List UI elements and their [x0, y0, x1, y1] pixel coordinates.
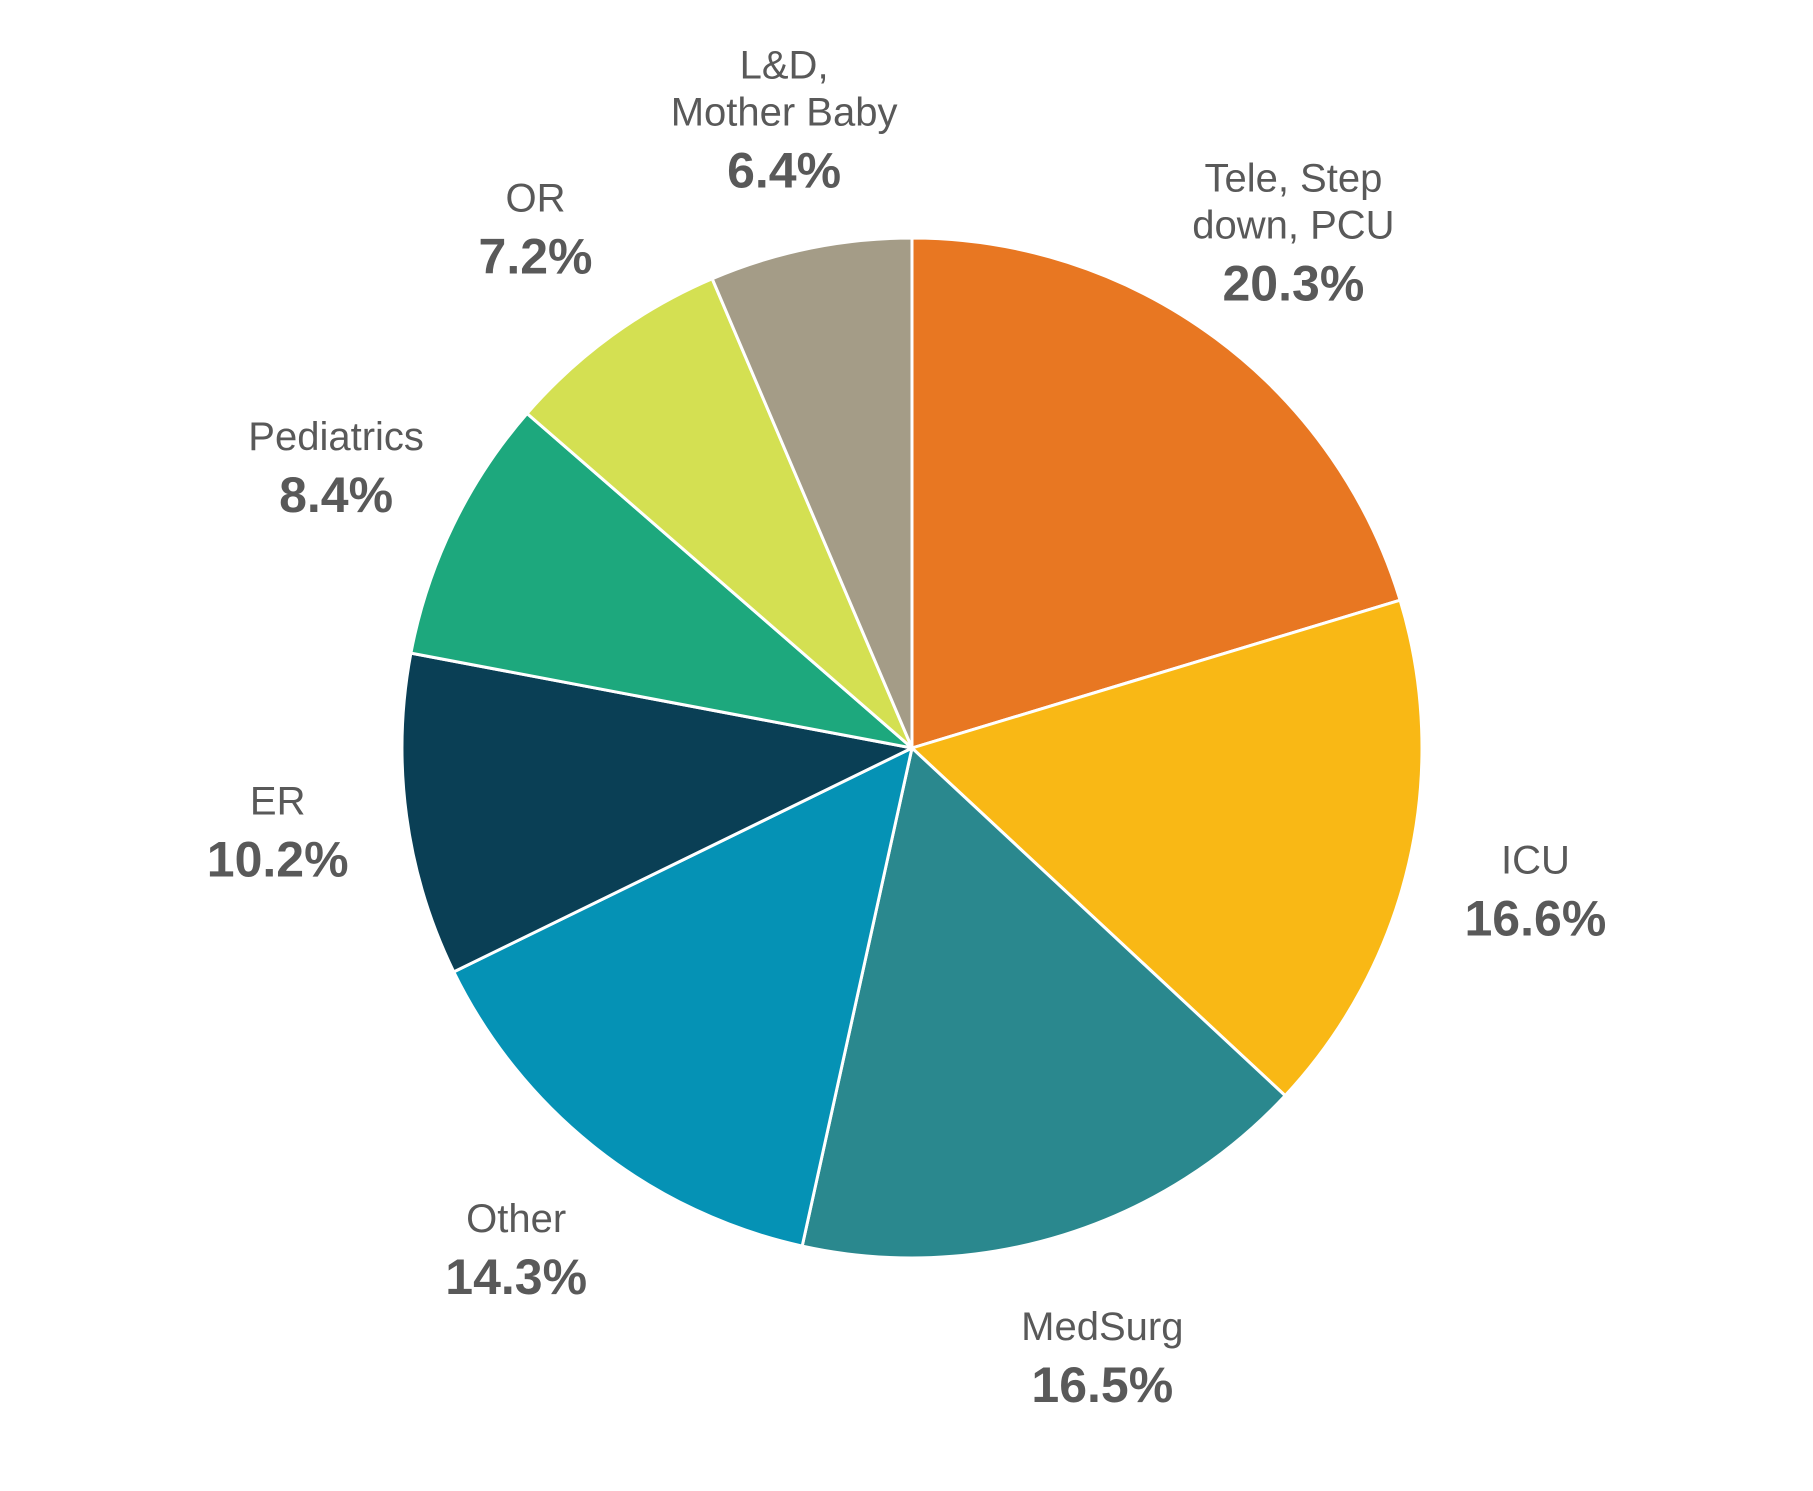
slice-label: L&D,Mother Baby 6.4% [671, 43, 898, 198]
slice-label: Pediatrics 8.4% [248, 415, 424, 523]
slice-category-label: ICU [1501, 839, 1570, 883]
slice-category-label: Tele, Step [1204, 157, 1382, 201]
slice-value-label: 14.3% [445, 1249, 587, 1305]
slice-label: MedSurg 16.5% [1021, 1305, 1183, 1413]
slice-value-label: 6.4% [727, 142, 841, 198]
pie-slice [409, 411, 914, 750]
slice-category-label: down, PCU [1192, 204, 1394, 248]
slice-category-label: L&D, [740, 43, 829, 87]
slice-value-label: 10.2% [207, 831, 349, 887]
slice-label: OR 7.2% [479, 177, 593, 285]
slice-category-label: Mother Baby [671, 90, 898, 134]
slice-value-label: 8.4% [279, 467, 393, 523]
slice-value-label: 7.2% [479, 229, 593, 285]
slice-category-label: Pediatrics [248, 415, 424, 459]
pie-slice [800, 746, 1287, 1260]
pie-slice [910, 598, 1424, 1098]
pie-slice [910, 236, 1402, 750]
pie-slice [710, 236, 914, 750]
slice-value-label: 16.6% [1465, 891, 1607, 947]
pie-slices [400, 236, 1424, 1260]
pie-slice [525, 277, 914, 750]
pie-slice [400, 651, 914, 974]
slice-label: ICU 16.6% [1465, 839, 1607, 947]
slice-category-label: MedSurg [1021, 1305, 1183, 1349]
slice-value-label: 20.3% [1223, 256, 1365, 312]
slice-label: Other 14.3% [445, 1197, 587, 1305]
slice-category-label: ER [250, 779, 306, 823]
slice-category-label: Other [466, 1197, 566, 1241]
slice-label: ER 10.2% [207, 779, 349, 887]
pie-slice [452, 746, 914, 1248]
slice-category-label: OR [506, 177, 566, 221]
slice-value-label: 16.5% [1031, 1357, 1173, 1413]
